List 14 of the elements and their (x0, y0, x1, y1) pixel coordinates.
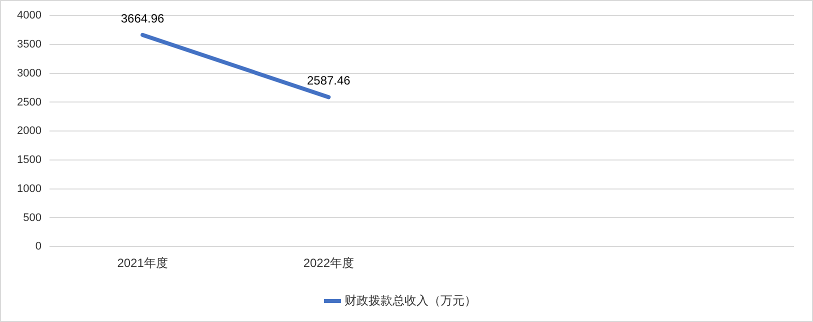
data-label: 2587.46 (306, 73, 351, 88)
y-tick-label: 1500 (16, 154, 42, 166)
y-tick-label: 2500 (16, 96, 42, 108)
y-tick-label: 1000 (16, 182, 42, 195)
data-label: 3664.96 (120, 11, 165, 26)
x-tick-label: 2021年度 (117, 256, 168, 270)
y-tick-label: 3500 (16, 38, 42, 51)
y-tick-label: 500 (23, 212, 42, 224)
legend-label: 财政拨款总收入（万元） (344, 293, 476, 308)
x-tick-label: 2022年度 (303, 256, 354, 270)
y-tick-label: 0 (35, 240, 42, 253)
y-tick-label: 2000 (16, 125, 42, 138)
y-tick-label: 4000 (16, 10, 42, 22)
y-tick-label: 3000 (16, 67, 42, 80)
